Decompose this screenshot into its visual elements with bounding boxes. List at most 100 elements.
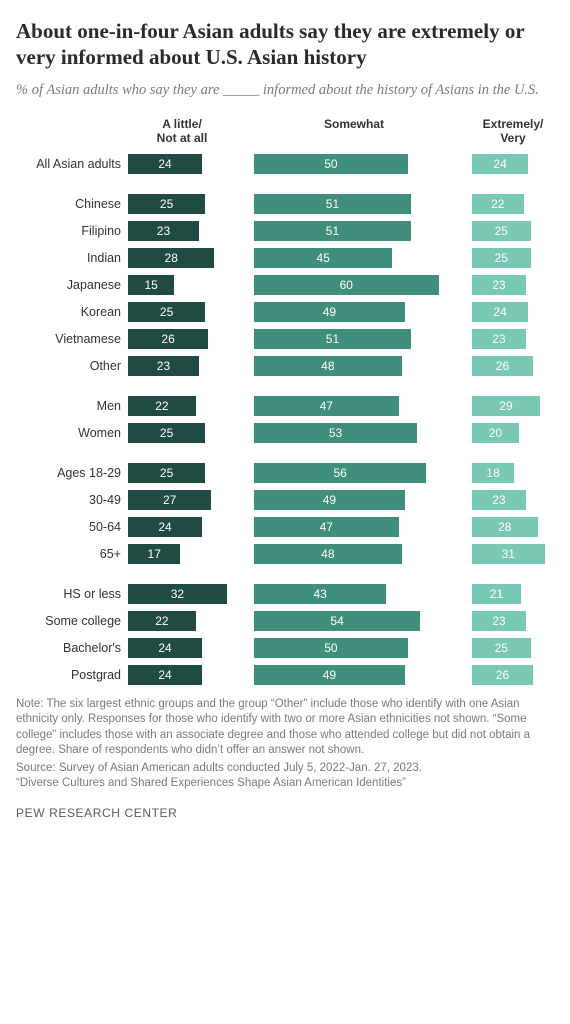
- bar: 28: [472, 517, 538, 537]
- bar: 50: [254, 154, 408, 174]
- bar-value: 24: [158, 668, 171, 682]
- bar: 23: [128, 221, 199, 241]
- bar-value: 26: [161, 332, 174, 346]
- bar-cell: 23: [472, 490, 554, 510]
- bar: 51: [254, 329, 411, 349]
- bar-value: 48: [321, 359, 334, 373]
- table-row: Other 23 48 26: [16, 354, 554, 378]
- bar-cell: 28: [128, 248, 236, 268]
- bar-cell: 32: [128, 584, 236, 604]
- bar-cell: 48: [254, 544, 454, 564]
- chart-title: About one-in-four Asian adults say they …: [16, 18, 554, 71]
- bar-cell: 51: [254, 329, 454, 349]
- bar-cell: 29: [472, 396, 554, 416]
- bar-cell: 27: [128, 490, 236, 510]
- bar-value: 23: [157, 359, 170, 373]
- bar: 49: [254, 665, 405, 685]
- bar-value: 25: [160, 426, 173, 440]
- bar-value: 26: [496, 668, 509, 682]
- table-row: Chinese255122: [16, 192, 554, 216]
- row-group: All Asian adults245024: [16, 152, 554, 176]
- bar: 26: [472, 356, 533, 376]
- bar-cell: 17: [128, 544, 236, 564]
- attribution: PEW RESEARCH CENTER: [16, 806, 554, 820]
- bar-cell: 54: [254, 611, 454, 631]
- bar: 48: [254, 356, 402, 376]
- bar-value: 24: [158, 157, 171, 171]
- bar-cell: 24: [128, 665, 236, 685]
- bar-cell: 18: [472, 463, 554, 483]
- bar-cell: 24: [128, 154, 236, 174]
- table-row: All Asian adults245024: [16, 152, 554, 176]
- bar-value: 22: [155, 399, 168, 413]
- bar: 49: [254, 302, 405, 322]
- bar: 50: [254, 638, 408, 658]
- bar-cell: 28: [472, 517, 554, 537]
- bar-value: 47: [320, 399, 333, 413]
- bar: 51: [254, 194, 411, 214]
- bar-cell: 53: [254, 423, 454, 443]
- table-row: Postgrad244926: [16, 663, 554, 687]
- bar: 22: [128, 396, 196, 416]
- row-label: Japanese: [16, 278, 128, 292]
- bar-cell: 24: [128, 517, 236, 537]
- row-label: Women: [16, 426, 128, 440]
- bar: 25: [472, 248, 531, 268]
- bar-value: 15: [144, 278, 157, 292]
- row-label: Other: [16, 359, 128, 373]
- bar-value: 50: [324, 157, 337, 171]
- row-group: Ages 18-2925561830-4927492350-6424472865…: [16, 461, 554, 566]
- bar-value: 43: [313, 587, 326, 601]
- bar-cell: 45: [254, 248, 454, 268]
- bar: 25: [128, 463, 205, 483]
- bar: 23: [472, 329, 526, 349]
- bar-cell: 22: [128, 611, 236, 631]
- bar-value: 54: [330, 614, 343, 628]
- bar-cell: 25: [472, 248, 554, 268]
- bar-value: 18: [486, 466, 499, 480]
- bar-value: 56: [333, 466, 346, 480]
- bar-value: 23: [492, 278, 505, 292]
- row-label: HS or less: [16, 587, 128, 601]
- table-row: 30-4927 49 23: [16, 488, 554, 512]
- bar: 23: [472, 611, 526, 631]
- bar-value: 23: [492, 493, 505, 507]
- bar: 53: [254, 423, 417, 443]
- bar-cell: 20: [472, 423, 554, 443]
- bar-value: 51: [326, 197, 339, 211]
- bar: 32: [128, 584, 227, 604]
- bar-value: 25: [160, 305, 173, 319]
- bar: 26: [128, 329, 208, 349]
- bar-value: 28: [165, 251, 178, 265]
- bar-cell: 49: [254, 490, 454, 510]
- bar: 47: [254, 517, 399, 537]
- bar: 24: [472, 302, 528, 322]
- bar-cell: 49: [254, 302, 454, 322]
- bar: 54: [254, 611, 420, 631]
- row-label: 65+: [16, 547, 128, 561]
- bar-value: 24: [158, 520, 171, 534]
- bar: 25: [128, 302, 205, 322]
- bar: 48: [254, 544, 402, 564]
- bar-value: 51: [326, 332, 339, 346]
- bar: 26: [472, 665, 533, 685]
- bar: 23: [472, 275, 526, 295]
- bar: 22: [128, 611, 196, 631]
- bar-value: 20: [489, 426, 502, 440]
- bar-cell: 43: [254, 584, 454, 604]
- row-label: 30-49: [16, 493, 128, 507]
- bar: 49: [254, 490, 405, 510]
- bar-value: 22: [491, 197, 504, 211]
- col-header-1: A little/Not at all: [128, 118, 236, 146]
- bar-chart: A little/Not at all Somewhat Extremely/V…: [16, 118, 554, 687]
- bar-value: 23: [492, 332, 505, 346]
- row-label: Some college: [16, 614, 128, 628]
- bar-value: 31: [502, 547, 515, 561]
- bar-cell: 25: [128, 302, 236, 322]
- bar-cell: 47: [254, 517, 454, 537]
- bar-value: 23: [157, 224, 170, 238]
- bar-cell: 25: [128, 463, 236, 483]
- bar: 24: [472, 154, 528, 174]
- bar: 51: [254, 221, 411, 241]
- bar: 27: [128, 490, 211, 510]
